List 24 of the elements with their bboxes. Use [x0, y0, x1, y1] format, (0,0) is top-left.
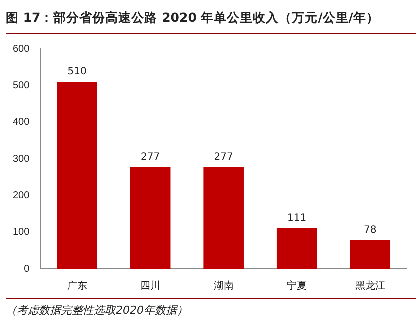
bar: [130, 167, 171, 269]
x-tick-label: 湖南: [214, 280, 234, 292]
bar: [350, 240, 391, 269]
y-tick-label: 500: [12, 80, 30, 92]
data-label: 78: [364, 224, 377, 236]
y-tick-label: 100: [12, 227, 30, 238]
x-tick-label: 宁夏: [287, 280, 308, 292]
y-tick-label: 400: [12, 117, 30, 128]
data-label: 277: [141, 152, 160, 164]
y-tick-label: 200: [12, 190, 30, 202]
bar: [204, 167, 244, 269]
bar: [57, 82, 98, 269]
x-tick-label: 黑龙江: [355, 280, 386, 292]
x-tick-label: 四川: [140, 280, 161, 292]
chart-title: 图 17：部分省份高速公路 2020 年单公里收入（万元/公里/年）: [6, 10, 416, 34]
y-tick-label: 600: [12, 44, 30, 55]
data-label: 510: [68, 66, 87, 78]
y-tick-label: 0: [24, 264, 30, 275]
bar: [276, 228, 318, 269]
x-tick-label: 广东: [67, 280, 88, 292]
data-label: 111: [288, 212, 307, 224]
text: （考虑数据完整性选取2020年数据）: [6, 298, 416, 318]
data-label: 277: [214, 152, 234, 164]
y-tick-label: 300: [12, 154, 30, 165]
